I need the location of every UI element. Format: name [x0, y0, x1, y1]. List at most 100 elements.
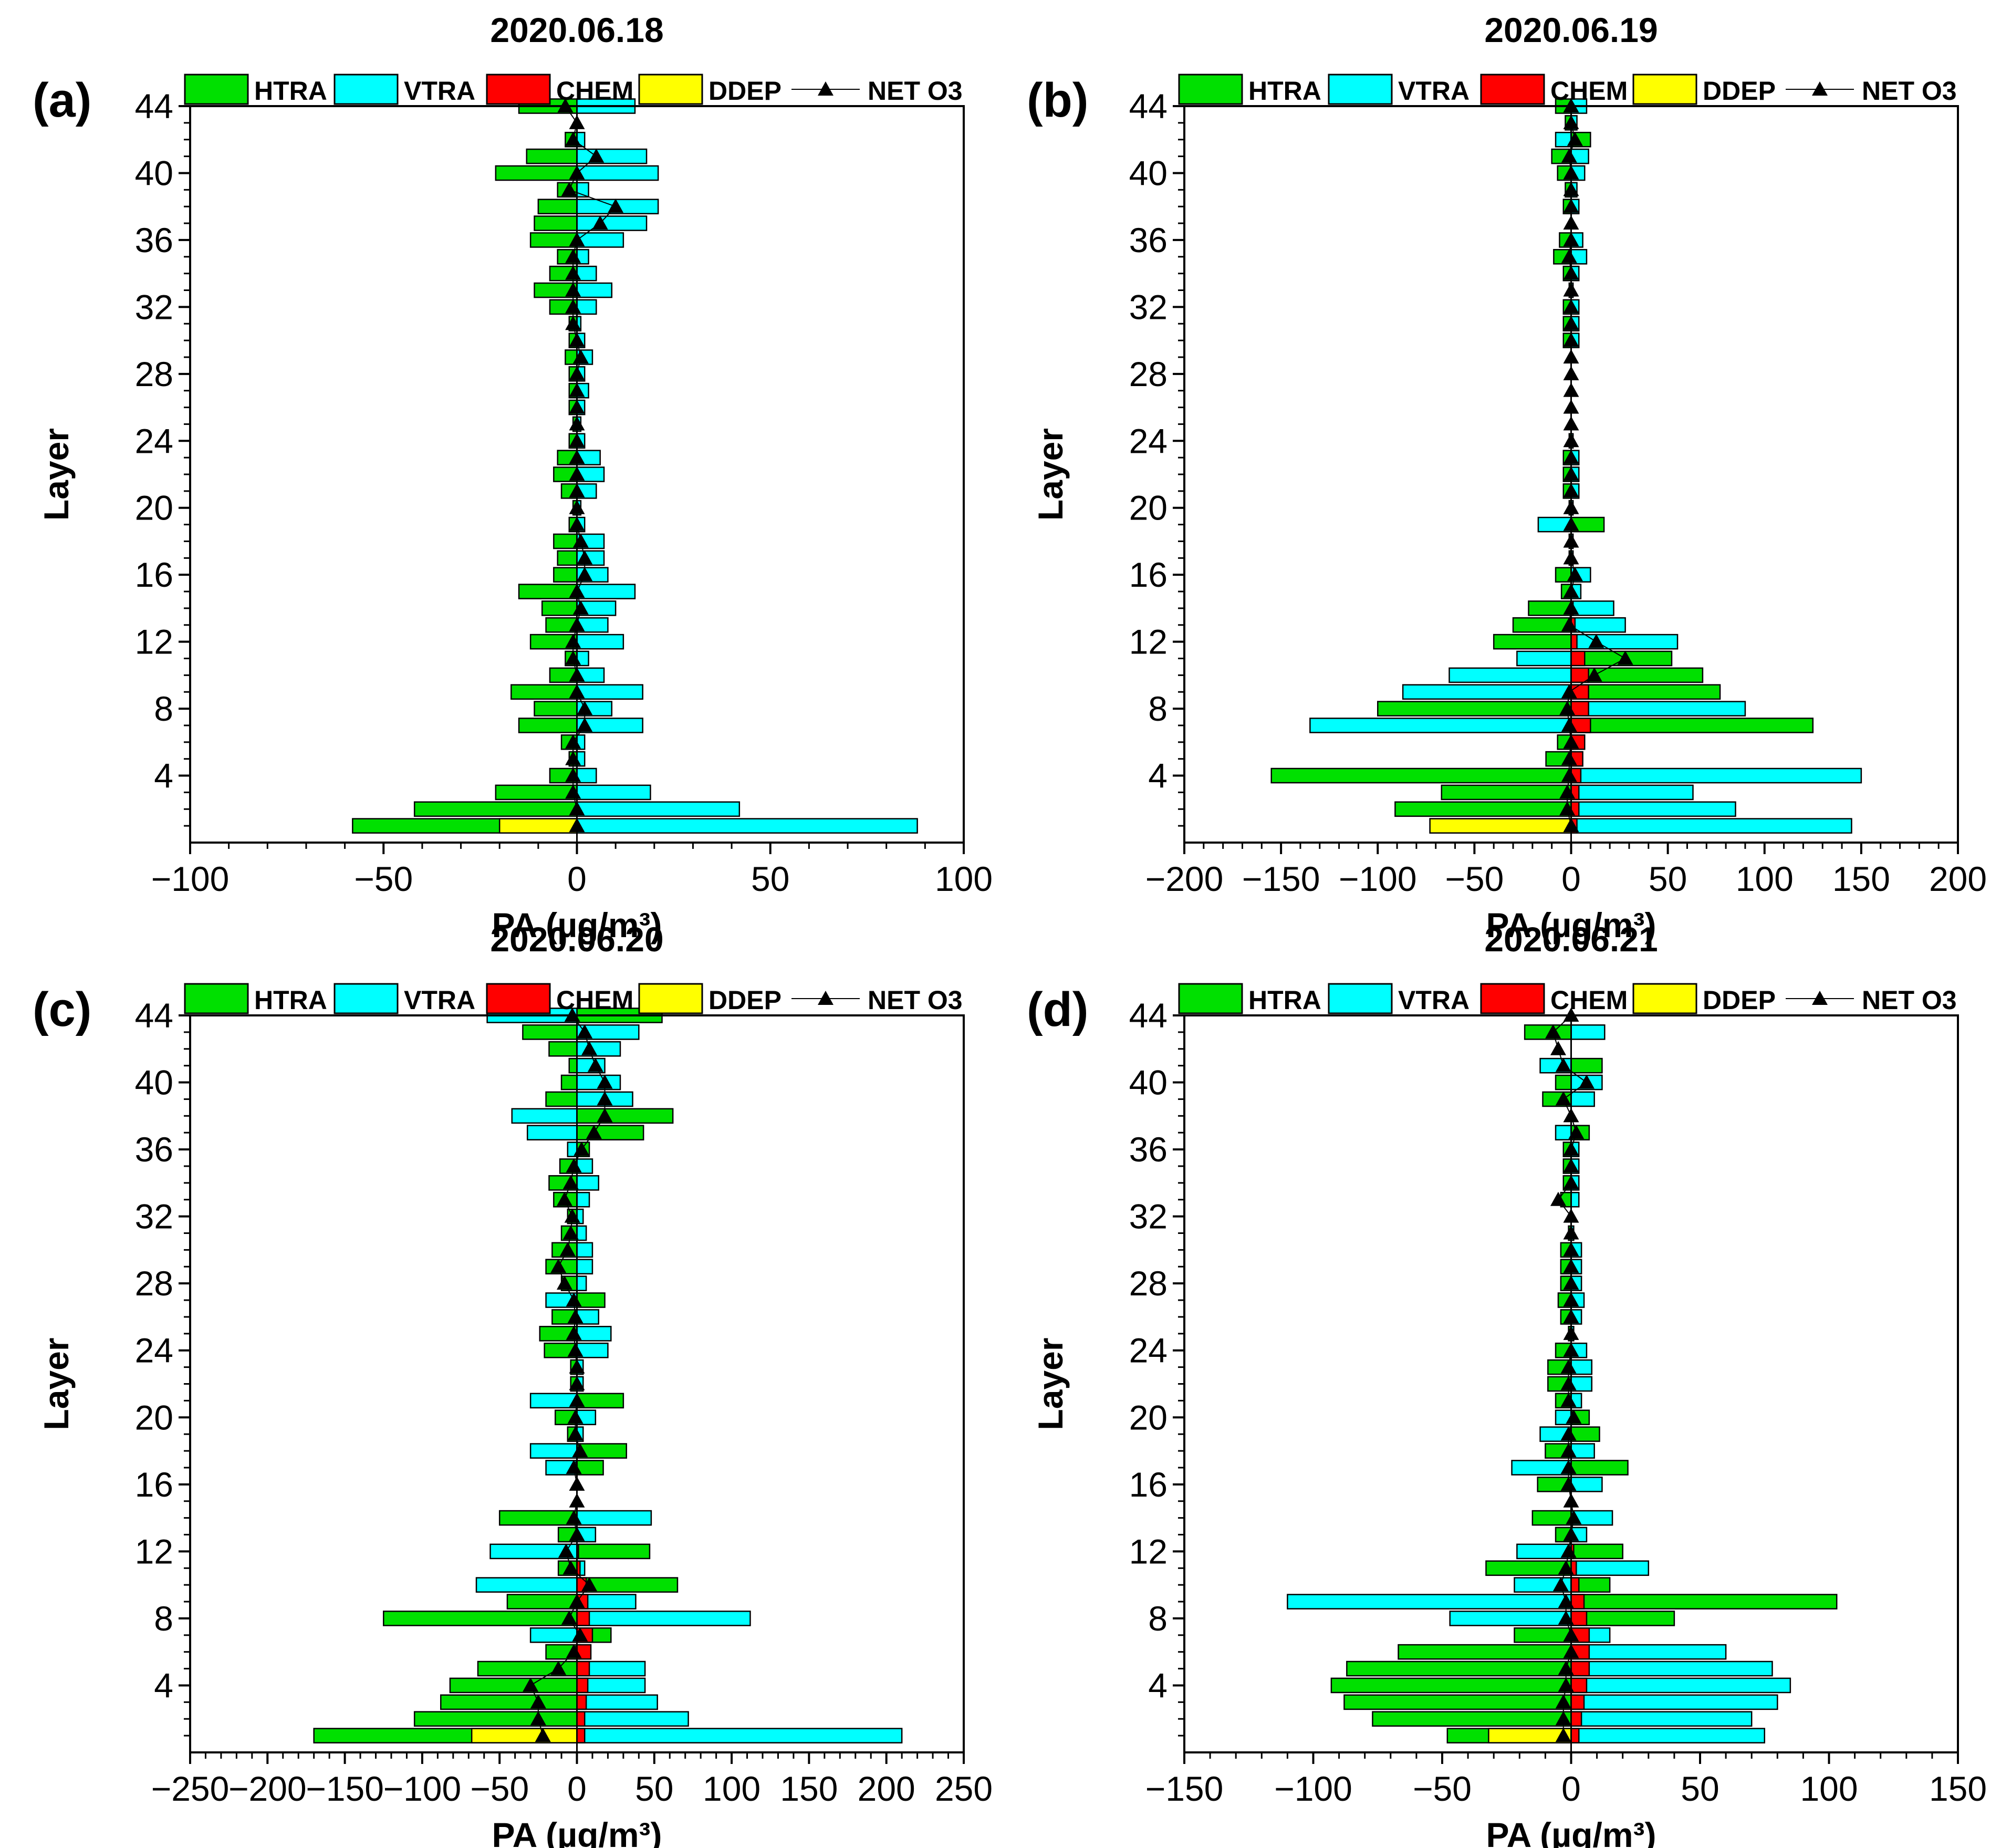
- net-o3-point-layer-41: [588, 148, 605, 163]
- bar-vtra-layer-6: [1570, 1644, 1727, 1660]
- bar-vtra-layer-3: [1570, 1694, 1778, 1710]
- bar-vtra-layer-33: [1570, 1191, 1580, 1208]
- net-o3-point-layer-43: [1545, 1024, 1561, 1039]
- net-o3-point-layer-19: [569, 516, 585, 531]
- y-tick-label: 32: [1129, 1197, 1168, 1236]
- chart-title: 2020.06.21: [1484, 920, 1658, 959]
- net-o3-point-layer-15: [1563, 1493, 1579, 1508]
- net-o3-point-layer-20: [1566, 1409, 1582, 1424]
- net-o3-point-layer-30: [1563, 333, 1579, 347]
- bar-vtra-layer-34: [576, 265, 597, 282]
- net-o3-point-layer-33: [1550, 1191, 1566, 1206]
- y-tick-label: 24: [1129, 1331, 1168, 1370]
- net-o3-point-layer-9: [1561, 684, 1577, 699]
- y-tick-label: 4: [1148, 756, 1168, 795]
- bar-vtra-layer-4: [1570, 1677, 1791, 1694]
- net-o3-point-layer-31: [1563, 1225, 1579, 1240]
- bar-htra-layer-41: [568, 1057, 578, 1074]
- net-o3-point-layer-1: [569, 818, 585, 833]
- net-o3-point-layer-40: [597, 1074, 613, 1089]
- net-o3-point-layer-3: [1555, 1694, 1571, 1709]
- legend-swatch-ddep: [638, 983, 703, 1014]
- legend-swatch-htra: [184, 74, 249, 105]
- bar-vtra-layer-1: [576, 818, 918, 834]
- net-o3-point-layer-7: [1561, 717, 1577, 732]
- net-o3-point-layer-23: [569, 1359, 585, 1374]
- net-o3-point-layer-20: [567, 1409, 583, 1424]
- bar-vtra-layer-33: [576, 282, 613, 298]
- net-o3-point-layer-39: [1563, 182, 1579, 196]
- bar-htra-layer-17: [1570, 1460, 1629, 1476]
- x-tick-label: 100: [703, 1769, 760, 1808]
- y-tick-label: 12: [135, 1532, 173, 1571]
- net-o3-point-layer-36: [1563, 232, 1579, 246]
- net-o3-point-layer-24: [567, 1342, 583, 1357]
- x-axis-label: PA (µg/m³): [492, 906, 662, 944]
- net-o3-point-layer-11: [565, 650, 581, 665]
- legend-label-vtra: VTRA: [1398, 985, 1470, 1015]
- net-o3-point-layer-6: [565, 734, 581, 749]
- bar-vtra-layer-33: [576, 1191, 590, 1208]
- net-o3-point-layer-32: [1563, 1208, 1579, 1223]
- bar-htra-layer-11: [1485, 1560, 1572, 1576]
- bar-vtra-layer-37: [1555, 1125, 1572, 1141]
- legend: HTRA VTRA CHEM DDEP NET O3: [184, 74, 963, 106]
- x-tick-label: 150: [1929, 1769, 1987, 1808]
- net-o3-point-layer-26: [567, 1309, 583, 1323]
- x-tick-label: −150: [1242, 859, 1320, 898]
- bar-vtra-layer-40: [576, 165, 659, 181]
- bar-vtra-layer-37: [526, 1125, 578, 1141]
- y-tick-label: 16: [1129, 1465, 1168, 1504]
- bar-vtra-layer-20: [1555, 1409, 1572, 1426]
- net-o3-point-layer-11: [1558, 1560, 1574, 1575]
- legend-label-net: NET O3: [868, 76, 963, 106]
- net-o3-point-layer-26: [569, 399, 585, 414]
- net-o3-point-layer-30: [559, 1242, 576, 1257]
- net-o3-point-layer-4: [1558, 1677, 1574, 1692]
- x-tick-label: 50: [1681, 1769, 1719, 1808]
- bar-vtra-layer-39: [1570, 1091, 1595, 1107]
- bar-ddep-layer-1: [498, 818, 578, 834]
- bar-htra-layer-17: [557, 550, 578, 566]
- net-o3-point-layer-27: [569, 382, 585, 397]
- net-o3-point-layer-25: [1563, 416, 1579, 431]
- net-o3-point-layer-5: [1558, 1660, 1574, 1675]
- legend-label-htra: HTRA: [254, 76, 327, 106]
- x-tick-label: 150: [1832, 859, 1890, 898]
- bar-vtra-layer-25: [576, 1326, 612, 1342]
- y-tick-label: 20: [1129, 1398, 1168, 1437]
- bar-htra-layer-14: [1531, 1510, 1572, 1526]
- net-o3-point-layer-7: [572, 1627, 588, 1642]
- net-o3-point-layer-29: [572, 349, 589, 364]
- net-o3-point-layer-9: [569, 1594, 585, 1608]
- bar-htra-layer-2: [1394, 801, 1572, 817]
- bar-vtra-layer-3: [576, 784, 651, 801]
- legend-swatch-chem: [1480, 983, 1545, 1014]
- net-o3-point-layer-2: [530, 1711, 546, 1726]
- x-tick-label: 200: [1929, 859, 1987, 898]
- net-o3-point-layer-3: [565, 784, 581, 799]
- net-o3-point-layer-19: [1560, 1426, 1577, 1441]
- net-o3-point-layer-39: [597, 1091, 613, 1106]
- net-o3-point-layer-15: [1563, 584, 1579, 598]
- panel-label: (d): [1027, 983, 1088, 1036]
- net-o3-point-layer-25: [566, 1325, 582, 1340]
- bar-vtra-layer-14: [576, 1510, 652, 1526]
- net-o3-point-layer-43: [569, 115, 585, 129]
- net-o3-point-layer-23: [1563, 450, 1579, 464]
- bar-vtra-layer-9: [1287, 1594, 1572, 1610]
- bar-vtra-layer-29: [576, 1259, 593, 1275]
- net-o3-point-layer-41: [1561, 148, 1577, 163]
- chart-panel-2: −200 −150 −100 −50 0 50 100 150 200 4 8 12 16 20 24 28 3…: [1027, 11, 1987, 944]
- bar-vtra-layer-11: [1516, 650, 1572, 667]
- legend-swatch-htra: [1178, 74, 1243, 105]
- bar-htra-layer-42: [548, 1041, 578, 1057]
- legend-swatch-chem: [1480, 74, 1545, 105]
- legend-label-chem: CHEM: [1550, 76, 1628, 106]
- net-o3-point-layer-43: [577, 1024, 593, 1039]
- y-tick-label: 4: [154, 1666, 173, 1705]
- y-tick-label: 8: [154, 689, 173, 728]
- net-o3-point-layer-14: [566, 1510, 582, 1524]
- net-o3-point-layer-34: [1563, 265, 1579, 280]
- y-axis-label: Layer: [37, 1337, 76, 1430]
